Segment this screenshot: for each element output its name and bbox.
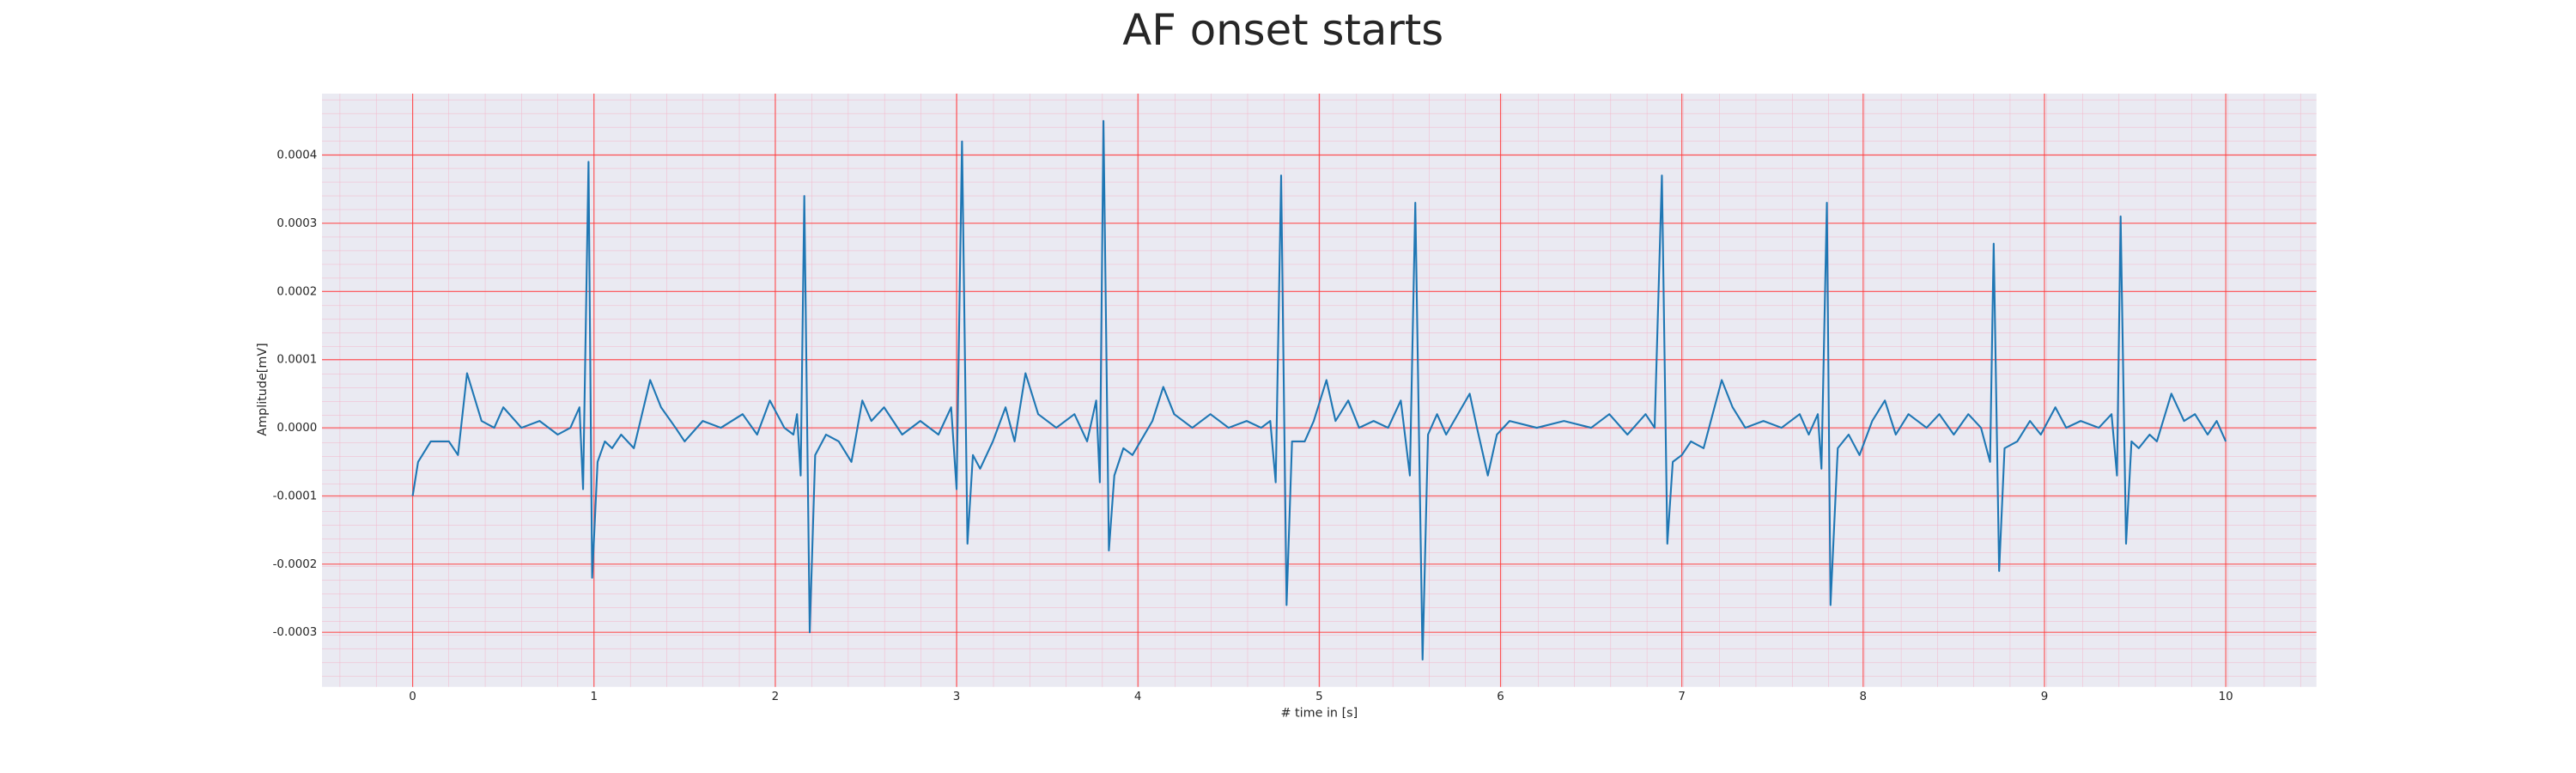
x-tick-label: 1 (590, 691, 598, 703)
y-tick-label: -0.0002 (273, 558, 318, 571)
x-tick-label: 0 (409, 691, 416, 703)
x-tick-label: 10 (2219, 691, 2233, 703)
x-tick-label: 2 (772, 691, 780, 703)
chart-title: AF onset starts (1122, 5, 1443, 55)
y-tick-label: 0.0003 (276, 217, 317, 230)
x-tick-label: 3 (953, 691, 961, 703)
x-tick-label: 5 (1315, 691, 1323, 703)
y-tick-label: -0.0001 (273, 490, 318, 502)
y-tick-label: 0.0000 (276, 422, 317, 435)
x-tick-label: 9 (2041, 691, 2049, 703)
data-layer (411, 119, 2227, 661)
y-axis-label: Amplitude[mV] (256, 343, 270, 435)
x-tick-label: 8 (1860, 691, 1868, 703)
y-tick-label: 0.0002 (276, 285, 317, 298)
ecg-line (411, 119, 2227, 661)
x-tick-label: 6 (1497, 691, 1504, 703)
x-tick-label: 4 (1134, 691, 1142, 703)
y-tick-label: 0.0001 (276, 354, 317, 367)
y-tick-label: 0.0004 (276, 149, 317, 162)
x-axis-label: # time in [s] (1280, 706, 1358, 720)
x-tick-label: 7 (1678, 691, 1686, 703)
y-tick-label: -0.0003 (273, 626, 318, 639)
grid-layer (322, 94, 2317, 687)
label-layer: 0 1 2 3 4 5 6 7 8 9 10 -0.0003 -0.0002 -0.0001 0.0000 0… (273, 149, 2233, 704)
